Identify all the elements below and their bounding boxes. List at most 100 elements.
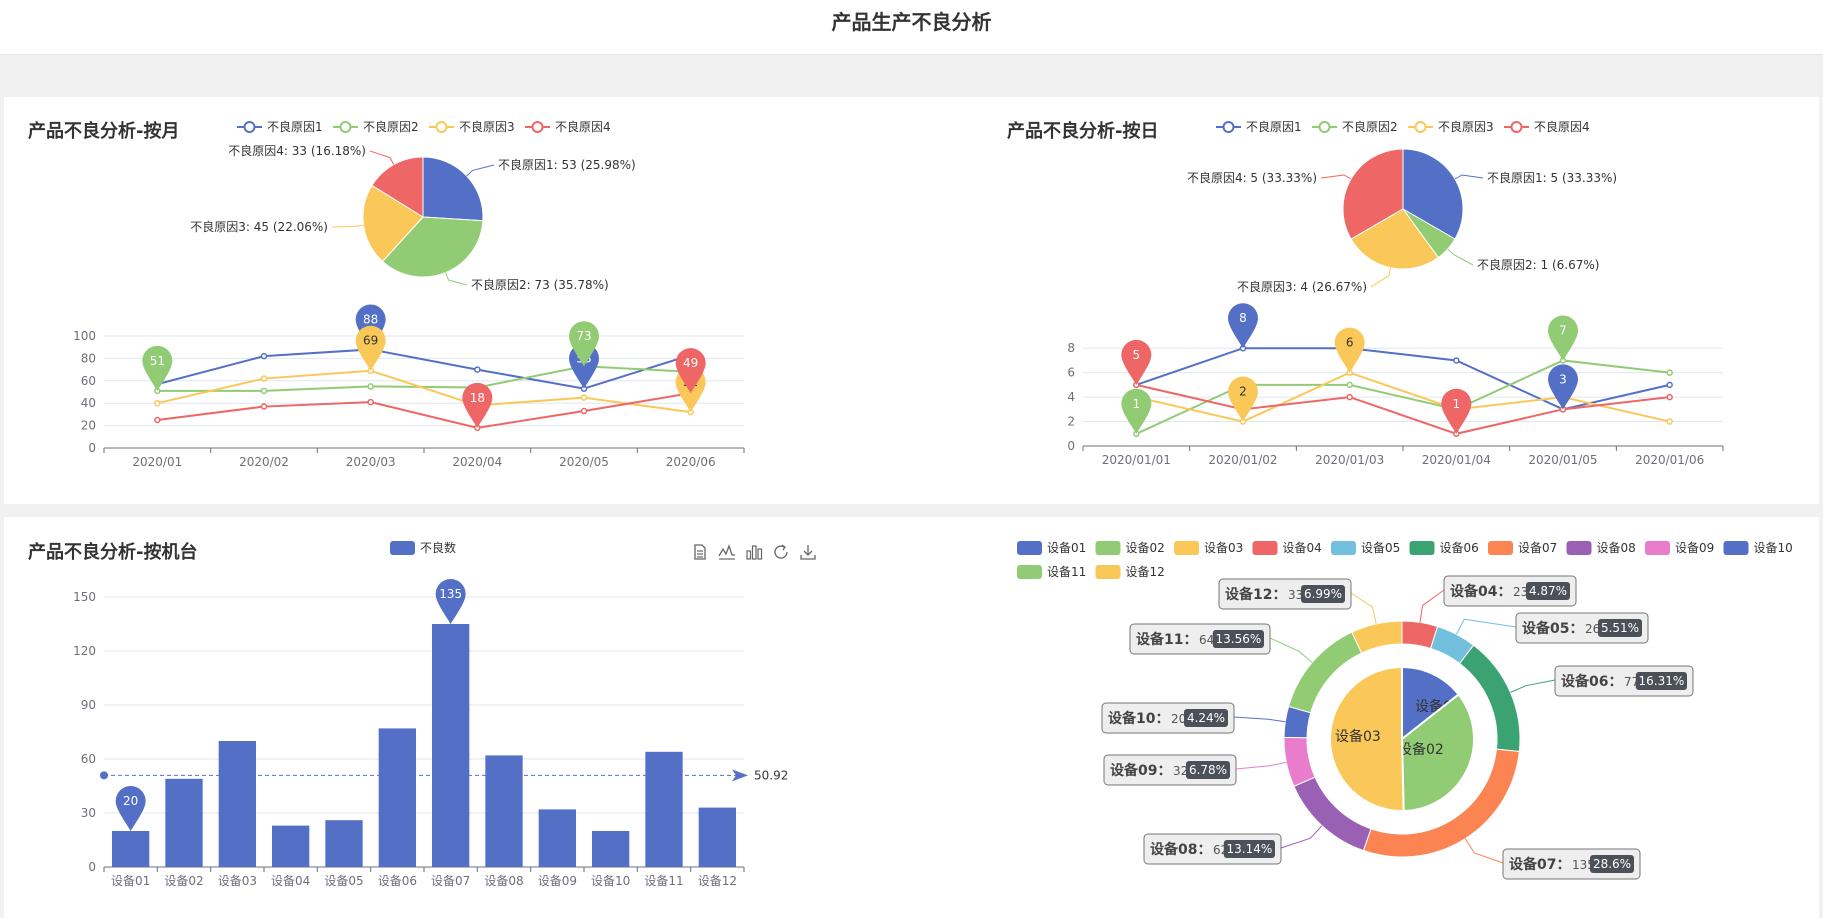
- machine-bar-ytick-2: 60: [81, 752, 96, 766]
- machine-bar-xtick-1: 设备02: [164, 874, 203, 888]
- machine-pie-label-pct-bg-9: [1301, 585, 1345, 603]
- day-pie-leader-4: [1320, 174, 1352, 180]
- day-legend-marker-1: [1222, 121, 1235, 133]
- month-line-point-1-4: [474, 366, 481, 373]
- machine-pie-legend-label-8: 设备08: [1597, 541, 1636, 555]
- machine-bar-bar-10: [592, 831, 630, 867]
- machine-pie-label-name-7: 设备10：: [1108, 710, 1169, 727]
- day-line-marker-2-2-pin: [1548, 315, 1578, 361]
- machine-pie-legend-label-3: 设备03: [1204, 541, 1243, 555]
- restore-icon[interactable]: [772, 543, 790, 561]
- machine-bar-bar-6: [378, 728, 416, 867]
- line-chart-icon[interactable]: [718, 543, 736, 561]
- machine-pie-inner-slice-1: [1401, 665, 1460, 742]
- machine-pie-label-name-4: 设备07：: [1509, 856, 1570, 873]
- day-line-marker-3-1-label: 2: [1239, 385, 1247, 399]
- day-line-point-1-6: [1666, 381, 1673, 389]
- day-pie-slice-label-1: 不良原因1: 5 (33.33%): [1487, 170, 1617, 185]
- machine-bar-xtick-10: 设备11: [644, 874, 683, 888]
- machine-bar-xtick-2: 设备03: [218, 874, 257, 888]
- month-pie-slice-label-1: 不良原因1: 53 (25.98%): [498, 157, 636, 172]
- day-line-marker-1-2-pin: [1548, 364, 1578, 410]
- machine-bar-bar-4: [272, 825, 310, 867]
- day-line-line-2: [1135, 359, 1670, 435]
- machine-bar-bar-2: [165, 778, 203, 867]
- machine-pie-legend-label-7: 设备07: [1518, 541, 1557, 555]
- month-line-line-3: [157, 369, 691, 414]
- month-legend-label-2: 不良原因2: [363, 119, 419, 134]
- machine-bar-xtick-6: 设备07: [431, 874, 470, 888]
- machine-bar-bar-8: [485, 755, 523, 867]
- machine-bar-marker-2-label: 135: [439, 587, 462, 601]
- machine-bar-ytick-4: 120: [73, 644, 96, 658]
- day-pie-leader-1: [1454, 174, 1484, 180]
- day-line-marker-1-1-label: 8: [1239, 311, 1247, 325]
- machine-bar-bar-12: [698, 807, 736, 867]
- machine-pie-label-pct-4: 28.6%: [1593, 857, 1631, 871]
- machine-bar-xtick-4: 设备05: [324, 874, 363, 888]
- data-view-icon[interactable]: [691, 543, 709, 561]
- day-line-xtick-4: 2020/01/05: [1528, 453, 1597, 467]
- machine-pie-label-pct-9: 6.99%: [1304, 587, 1342, 601]
- chart-title-machine: 产品不良分析-按机台: [28, 542, 198, 563]
- day-line-marker-1-2-label: 3: [1559, 372, 1567, 386]
- machine-pie-label-name-3: 设备06：: [1561, 673, 1622, 690]
- machine-pie-legend-label-6: 设备06: [1440, 541, 1479, 555]
- machine-bar-bar-9: [538, 809, 576, 867]
- month-line-marker-2-1-pin: [142, 345, 173, 391]
- month-line-xtick-4: 2020/05: [559, 455, 609, 469]
- bar-chart-icon[interactable]: [745, 543, 763, 561]
- day-pie-leader-2: [1447, 248, 1474, 266]
- machine-pie-legend-label-2: 设备02: [1126, 541, 1165, 555]
- machine-pie-legend-label-9: 设备09: [1675, 541, 1714, 555]
- day-line-ytick-4: 8: [1067, 341, 1075, 355]
- machine-bar-marker-1-pin: [115, 786, 146, 831]
- panel-month-day: [4, 97, 1819, 504]
- machine-legend-label: 不良数: [420, 540, 456, 555]
- month-line-ytick-0: 0: [88, 441, 96, 455]
- machine-pie-label-pct-bg-1: [1526, 582, 1570, 600]
- machine-pie-label-name-1: 设备04：: [1450, 583, 1511, 600]
- day-pie-slice-4: [1342, 148, 1404, 240]
- machine-pie-label-pct-2: 5.51%: [1601, 621, 1639, 635]
- machine-pie-outer-slice-9: [1351, 620, 1403, 654]
- day-line-ytick-0: 0: [1067, 439, 1075, 453]
- day-line-point-4-3: [1346, 393, 1353, 401]
- month-pie-leader-4: [369, 150, 395, 165]
- month-line-marker-3-1-label: 69: [363, 334, 378, 348]
- machine-pie-label-name-9: 设备12：: [1225, 586, 1286, 603]
- machine-bar-bar-7: [432, 624, 470, 867]
- machine-pie-inner-slice-2: [1400, 693, 1475, 813]
- day-line-line-4: [1136, 383, 1670, 435]
- machine-pie-label-pct-1: 4.87%: [1529, 584, 1567, 598]
- machine-pie-legend-swatch-2: [1095, 541, 1121, 555]
- month-line-xtick-1: 2020/02: [239, 455, 289, 469]
- month-line-point-3-2: [260, 375, 268, 382]
- month-line-ytick-5: 100: [73, 329, 96, 343]
- machine-pie-legend-label-11: 设备11: [1047, 565, 1086, 579]
- machine-pie-leader-1: [1419, 589, 1445, 623]
- day-line-point-2-6: [1666, 369, 1673, 376]
- day-legend-label-1: 不良原因1: [1246, 119, 1302, 134]
- month-legend-marker-4: [531, 121, 544, 133]
- save-image-icon[interactable]: [799, 543, 817, 561]
- month-line-xtick-5: 2020/06: [666, 455, 716, 469]
- chart-title-month: 产品不良分析-按月: [28, 121, 180, 142]
- month-line-marker-4-1-label: 18: [470, 391, 485, 405]
- month-line-ytick-1: 20: [81, 419, 96, 433]
- day-line-point-1-4: [1453, 357, 1460, 364]
- machine-pie-label-value-6: 32: [1173, 764, 1188, 778]
- machine-pie-legend-label-4: 设备04: [1283, 541, 1322, 555]
- machine-pie-outer-slice-6: [1283, 736, 1316, 787]
- month-pie-leader-3: [331, 224, 364, 228]
- month-legend-label-1: 不良原因1: [267, 119, 323, 134]
- machine-pie-legend-swatch-1: [1017, 541, 1042, 555]
- month-line-xtick-0: 2020/01: [132, 455, 182, 469]
- day-line-marker-4-1-label: 5: [1133, 348, 1141, 362]
- machine-bar-xtick-0: 设备01: [111, 874, 150, 888]
- month-pie-slice-1: [422, 156, 484, 222]
- machine-bar-xtick-8: 设备09: [538, 874, 577, 888]
- machine-pie-label-pct-6: 6.78%: [1189, 763, 1227, 777]
- machine-pie-legend-label-10: 设备10: [1754, 541, 1793, 555]
- machine-pie-legend-swatch-4: [1252, 541, 1278, 555]
